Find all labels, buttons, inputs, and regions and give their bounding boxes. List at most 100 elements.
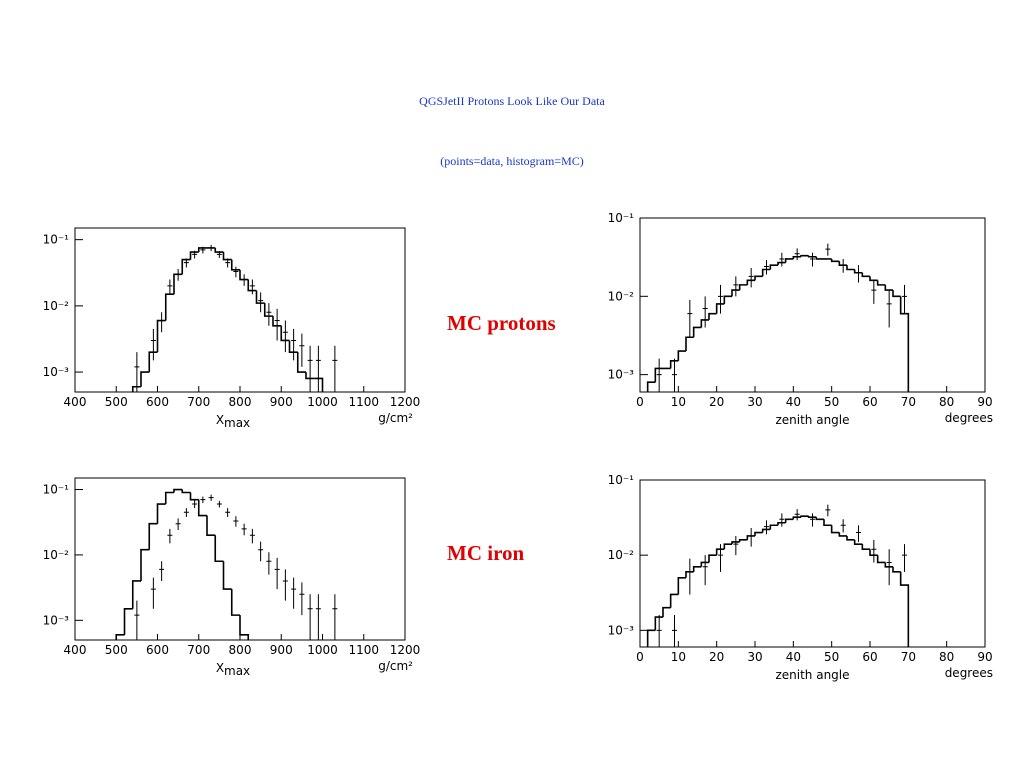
annotation: MC protons — [447, 311, 556, 335]
histogram-bin — [723, 295, 732, 304]
data-point — [825, 504, 831, 517]
data-point — [856, 525, 861, 542]
histogram-bin — [156, 503, 166, 524]
histogram-bin — [807, 255, 817, 258]
histogram-bin — [189, 492, 199, 501]
histogram-bin — [892, 290, 901, 298]
histogram-bin — [181, 258, 191, 275]
histogram-bin — [784, 518, 794, 523]
data-point — [258, 541, 264, 562]
data-point — [266, 552, 272, 575]
x-tick-label: 30 — [747, 395, 762, 409]
histogram-bin — [731, 289, 740, 297]
histogram-bin — [654, 367, 663, 383]
x-tick-label: 20 — [709, 395, 724, 409]
data-point — [241, 274, 247, 286]
histogram-bin — [792, 255, 801, 259]
histogram-bin — [892, 566, 901, 573]
data-point — [718, 284, 723, 314]
histogram-bin — [723, 543, 732, 550]
data-point — [208, 245, 214, 252]
data-point — [249, 528, 255, 544]
data-point — [150, 328, 156, 361]
data-point — [167, 528, 173, 544]
histogram-bin — [239, 615, 250, 640]
histogram-bin — [899, 571, 910, 647]
histogram-bin — [754, 275, 763, 281]
x-tick-label: 800 — [229, 643, 252, 657]
histogram-bin — [148, 351, 158, 373]
histogram-bin — [123, 607, 133, 635]
data-point — [159, 312, 165, 333]
plot-frame — [639, 217, 986, 393]
x-tick-label: 700 — [187, 395, 210, 409]
data-point — [332, 594, 338, 640]
data-point — [764, 260, 769, 275]
x-axis-label-sub: max — [224, 416, 250, 430]
histogram-bin — [222, 561, 232, 590]
x-axis-unit: g/cm² — [378, 411, 413, 425]
x-axis-label: zenith angle — [775, 413, 849, 427]
histogram-bin — [784, 258, 794, 263]
data-point — [258, 292, 264, 313]
histogram-bin — [115, 634, 125, 640]
x-axis-label: X — [216, 413, 224, 427]
x-tick-label: 60 — [862, 395, 877, 409]
data-point — [902, 284, 907, 314]
x-tick-label: 1200 — [390, 395, 421, 409]
x-tick-label: 1100 — [348, 643, 379, 657]
data-point — [825, 243, 831, 256]
data-point — [718, 544, 723, 572]
y-tick-label: 10⁻¹ — [43, 483, 70, 497]
data-point — [282, 320, 288, 353]
histogram-bin — [700, 561, 709, 567]
histogram-bin — [296, 352, 306, 373]
x-tick-label: 400 — [64, 395, 87, 409]
x-tick-label: 80 — [939, 650, 954, 664]
data-point — [159, 561, 165, 581]
data-point — [233, 266, 239, 278]
data-point — [175, 518, 181, 531]
histogram-bin — [140, 371, 150, 387]
histogram-bin — [715, 303, 725, 314]
y-tick-label: 10⁻² — [608, 548, 635, 562]
data-point — [810, 252, 815, 267]
x-tick-label: 10 — [671, 395, 686, 409]
x-tick-label: 500 — [105, 643, 128, 657]
x-tick-label: 20 — [709, 650, 724, 664]
histogram-bin — [838, 532, 847, 537]
data-point — [134, 600, 140, 640]
x-tick-label: 60 — [862, 650, 877, 664]
histogram-bin — [677, 350, 686, 361]
x-axis-label: zenith angle — [775, 668, 849, 682]
y-tick-label: 10⁻³ — [43, 365, 70, 379]
histogram-bin — [853, 539, 863, 545]
histogram-bin — [214, 535, 224, 563]
y-tick-label: 10⁻³ — [608, 368, 635, 382]
data-point — [291, 328, 297, 361]
histogram-bin — [677, 576, 686, 595]
histogram-bin — [230, 589, 240, 616]
x-tick-label: 50 — [824, 650, 839, 664]
histogram-bin — [769, 524, 778, 530]
data-point — [208, 494, 214, 501]
data-point — [274, 557, 280, 590]
data-point — [299, 582, 305, 616]
histogram-bin — [164, 293, 174, 321]
data-point — [733, 535, 739, 556]
histogram-bin — [305, 372, 315, 380]
data-point — [687, 558, 693, 595]
histogram-bin — [173, 488, 183, 493]
data-point — [764, 520, 769, 535]
data-point — [332, 345, 338, 392]
histogram-bin — [746, 279, 755, 285]
data-point — [282, 569, 288, 601]
data-point — [902, 544, 907, 572]
x-tick-label: 800 — [229, 395, 252, 409]
y-tick-label: 10⁻² — [43, 548, 70, 562]
histogram-bin — [777, 521, 786, 526]
data-point — [871, 539, 877, 563]
histogram-bin — [131, 580, 141, 609]
histogram-bin — [197, 247, 207, 253]
data-point — [315, 594, 321, 640]
